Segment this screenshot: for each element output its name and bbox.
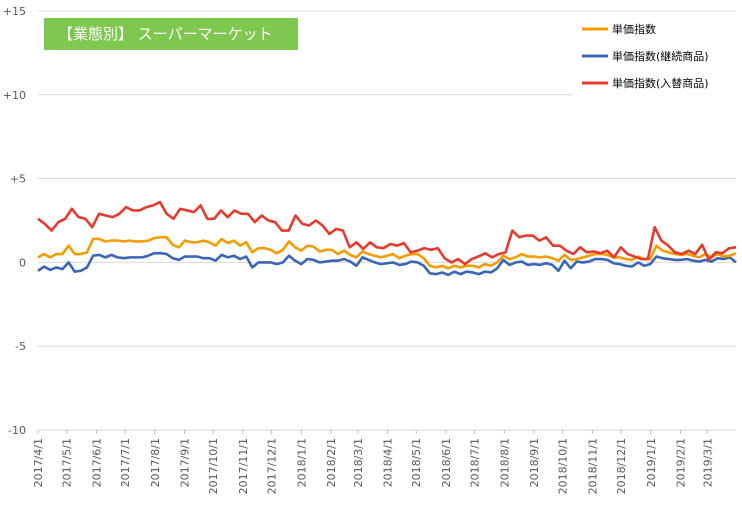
x-tick-label-18: 2018/10/1 <box>557 438 570 494</box>
series-line-1 <box>37 251 737 277</box>
y-tick-label-3: 0 <box>19 256 26 269</box>
x-tick-label-1: 2017/5/1 <box>61 438 74 487</box>
chart-title-background <box>44 18 298 50</box>
legend: 単価指数 単価指数(継続商品) 単価指数(入替商品) <box>572 12 740 96</box>
x-tick-label-17: 2018/9/1 <box>528 438 541 487</box>
x-tick-label-11: 2018/3/1 <box>352 438 365 487</box>
chart-title: 【業態別】 スーパーマーケット <box>58 25 273 43</box>
x-tick-label-20: 2018/12/1 <box>615 438 628 494</box>
x-tick-label-9: 2018/1/1 <box>295 438 308 487</box>
x-tick-label-21: 2019/1/1 <box>645 438 658 487</box>
x-tick-label-6: 2017/10/1 <box>207 438 220 494</box>
x-tick-label-4: 2017/8/1 <box>149 438 162 487</box>
x-axis-tick-labels: 2017/4/1 2017/5/1 2017/6/1 2017/7/1 2017/8/1… <box>32 430 714 494</box>
y-tick-label-1: +10 <box>3 89 26 102</box>
series-line-2 <box>37 200 737 266</box>
legend-label-1: 単価指数(継続商品) <box>612 49 709 63</box>
y-tick-label-0: +15 <box>3 5 26 18</box>
y-tick-label-4: -5 <box>15 340 26 353</box>
series-line-0 <box>37 235 737 270</box>
x-tick-label-12: 2018/4/1 <box>381 438 394 487</box>
y-tick-label-2: +5 <box>10 173 26 186</box>
legend-label-2: 単価指数(入替商品) <box>612 76 709 90</box>
x-tick-label-19: 2018/11/1 <box>586 438 599 494</box>
y-tick-label-5: -10 <box>8 424 26 437</box>
x-tick-label-7: 2017/11/1 <box>237 438 250 494</box>
x-tick-label-15: 2018/7/1 <box>469 438 482 487</box>
y-axis-tick-labels: +15 +10 +5 0 -5 -10 <box>3 5 26 437</box>
chart-title-box: 【業態別】 スーパーマーケット <box>44 18 298 50</box>
x-tick-label-0: 2017/4/1 <box>32 438 45 487</box>
x-tick-label-22: 2019/2/1 <box>674 438 687 487</box>
x-tick-label-3: 2017/7/1 <box>119 438 132 487</box>
legend-label-0: 単価指数 <box>612 22 656 36</box>
x-tick-label-2: 2017/6/1 <box>90 438 103 487</box>
x-tick-label-16: 2018/8/1 <box>498 438 511 487</box>
x-tick-label-14: 2018/6/1 <box>440 438 453 487</box>
x-tick-label-5: 2017/9/1 <box>178 438 191 487</box>
x-tick-label-8: 2017/12/1 <box>266 438 279 494</box>
x-tick-label-23: 2019/3/1 <box>701 438 714 487</box>
x-tick-label-13: 2018/5/1 <box>410 438 423 487</box>
x-tick-label-10: 2018/2/1 <box>325 438 338 487</box>
series-lines <box>37 200 737 277</box>
